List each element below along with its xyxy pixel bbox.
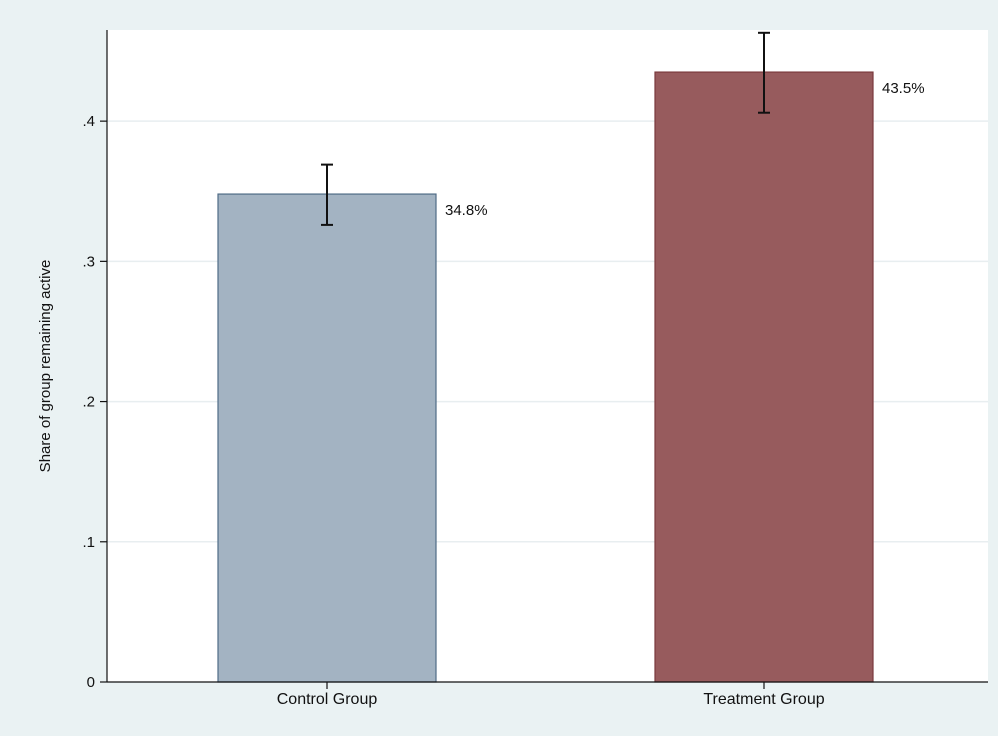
bars — [217, 71, 874, 683]
y-tick-label: .1 — [82, 534, 95, 551]
error-bar — [321, 163, 333, 226]
y-tick-label: .4 — [82, 113, 95, 130]
bar-control-group — [217, 193, 437, 683]
y-tick-label: .2 — [82, 394, 95, 411]
data-label: 43.5% — [882, 80, 925, 97]
data-label: 34.8% — [445, 202, 488, 219]
y-axis-title: Share of group remaining active — [37, 260, 54, 473]
x-category-label: Treatment Group — [703, 691, 824, 708]
bar-treatment-group — [654, 71, 874, 683]
y-tick-label: .3 — [82, 253, 95, 270]
x-category-label: Control Group — [277, 691, 378, 708]
error-bars — [321, 31, 770, 226]
x-category-labels: Control Group Treatment Group — [277, 682, 825, 708]
axes — [106, 30, 988, 683]
y-tick-label: 0 — [87, 674, 95, 691]
data-labels: 34.8% 43.5% — [445, 80, 925, 219]
y-ticks: 0 .1 .2 .3 .4 — [82, 113, 107, 691]
error-bar — [758, 31, 770, 114]
